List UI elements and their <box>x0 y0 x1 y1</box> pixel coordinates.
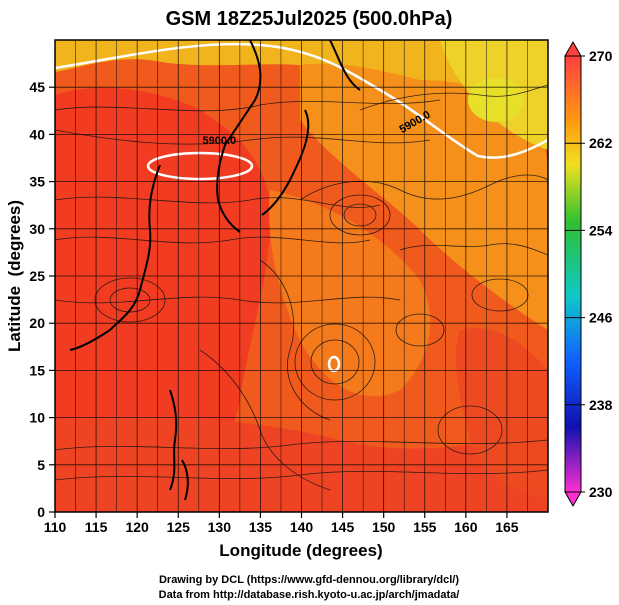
colorbar-tick-label: 262 <box>589 135 613 151</box>
contour-5900-high <box>146 151 254 181</box>
y-tick-label: 40 <box>29 126 45 142</box>
y-tick-label: 20 <box>29 315 45 331</box>
x-tick-label: 165 <box>495 519 519 535</box>
x-axis-label: Longitude (degrees) <box>219 541 382 560</box>
mild-zone-northeast <box>300 56 548 330</box>
x-tick-label: 145 <box>331 519 355 535</box>
x-tick-label: 140 <box>290 519 314 535</box>
grid-lines <box>55 40 548 512</box>
y-tick-label: 45 <box>29 79 45 95</box>
chart-title: GSM 18Z25Jul2025 (500.0hPa) <box>166 8 453 30</box>
x-tick-label: 115 <box>85 519 108 535</box>
warm-zone-east <box>455 328 548 500</box>
colorbar-tick-label: 254 <box>589 222 613 238</box>
y-tick-label: 15 <box>29 362 45 378</box>
x-axis: 110 115 120 125 130 135 140 145 150 155 160 165 <box>44 512 519 535</box>
streamlines <box>55 84 548 491</box>
x-tick-label: 155 <box>413 519 437 535</box>
y-tick-label: 30 <box>29 221 45 237</box>
y-tick-label: 25 <box>29 268 45 284</box>
footer-drawing-credit: Drawing by DCL (https://www.gfd-dennou.o… <box>159 574 459 586</box>
y-axis-label: Latitude (degrees) <box>5 200 24 352</box>
yellow-core-top-right <box>468 78 524 122</box>
x-tick-label: 110 <box>44 519 67 535</box>
x-tick-label: 160 <box>454 519 478 535</box>
y-tick-label: 0 <box>37 504 45 520</box>
y-axis: 0 5 10 15 20 25 30 35 40 45 <box>29 79 55 520</box>
x-tick-label: 130 <box>208 519 232 535</box>
x-tick-label: 125 <box>167 519 191 535</box>
x-tick-label: 135 <box>249 519 273 535</box>
y-tick-label: 5 <box>37 457 45 473</box>
colorbar-top-arrow <box>564 40 582 57</box>
y-tick-label: 10 <box>29 410 45 426</box>
footer-data-source: Data from http://database.rish.kyoto-u.a… <box>159 589 460 601</box>
colorbar-tick-label: 246 <box>589 310 613 326</box>
x-tick-label: 120 <box>125 519 149 535</box>
colorbar-gradient <box>564 55 582 493</box>
contour-center-typhoon <box>327 355 341 373</box>
colorbar: 270 262 254 246 238 230 <box>564 40 613 508</box>
colorbar-bottom-arrow <box>564 491 582 508</box>
x-tick-label: 150 <box>372 519 396 535</box>
colorbar-ticks: 270 262 254 246 238 230 <box>565 48 613 500</box>
colorbar-tick-label: 270 <box>589 48 613 64</box>
colorbar-tick-label: 230 <box>589 484 613 500</box>
contour-5900-north <box>55 42 548 159</box>
mild-zone-center <box>269 190 431 397</box>
y-tick-label: 35 <box>29 174 45 190</box>
colorbar-tick-label: 238 <box>589 397 613 413</box>
